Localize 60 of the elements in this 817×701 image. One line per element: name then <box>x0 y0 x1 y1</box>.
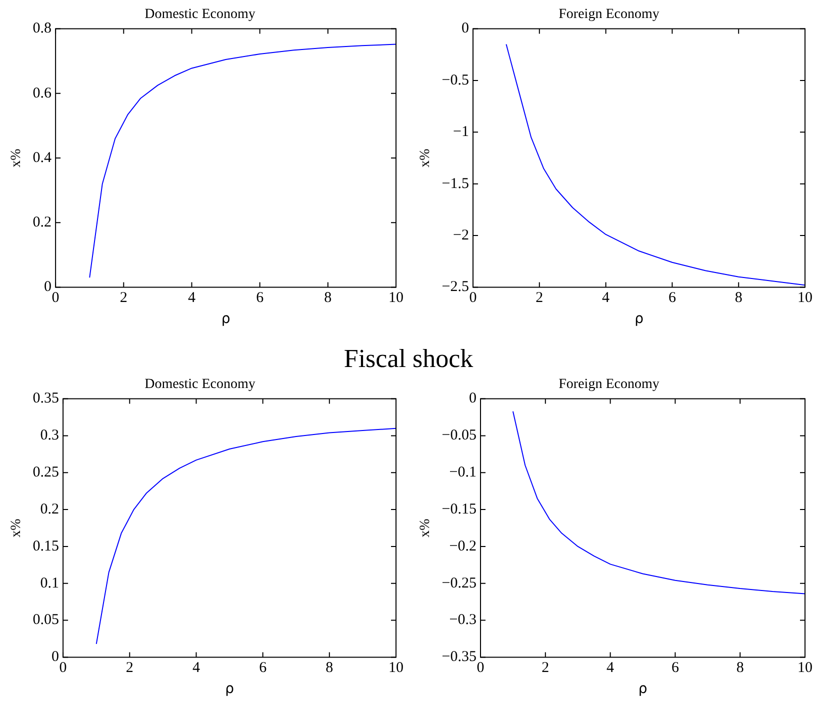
chart-title: Foreign Economy <box>558 377 660 392</box>
y-axis-title: x% <box>418 518 434 538</box>
y-tick-label: −1.5 <box>442 176 470 192</box>
x-tick-label: 10 <box>388 660 404 676</box>
x-tick-label: 6 <box>259 660 268 676</box>
y-tick-label: 0.2 <box>32 214 52 231</box>
y-axis-title: x% <box>418 148 434 168</box>
y-tick-label: 0.3 <box>40 428 60 444</box>
y-tick-label: −0.5 <box>442 72 470 88</box>
x-tick-label: 8 <box>324 290 332 306</box>
chart-title: Domestic Economy <box>144 377 256 392</box>
y-tick-label: 0.25 <box>32 464 60 481</box>
y-tick-label: 0.6 <box>32 85 52 102</box>
x-tick-label: 10 <box>798 660 812 676</box>
x-tick-label: 6 <box>671 660 680 676</box>
y-tick-label: 0.8 <box>32 20 52 37</box>
y-tick-label: 0 <box>469 390 477 407</box>
y-tick-label: 0.35 <box>32 390 60 407</box>
y-tick-label: −2 <box>453 227 470 244</box>
y-tick-label: 0.15 <box>32 538 60 554</box>
y-tick-label: −1 <box>453 124 470 140</box>
text: Fiscal shock <box>342 344 474 374</box>
chart-title: Domestic Economy <box>144 7 256 22</box>
x-tick-label: 8 <box>734 290 742 306</box>
x-tick-label: 4 <box>188 290 196 306</box>
x-tick-label: 4 <box>192 660 200 676</box>
x-axis-title: ρ <box>634 311 644 328</box>
y-tick-label: 0.1 <box>40 575 60 592</box>
y-axis-title: x% <box>9 518 24 538</box>
x-tick-label: 6 <box>256 290 264 306</box>
y-tick-label: 0 <box>44 279 52 296</box>
x-axis-title: ρ <box>221 311 230 328</box>
x-axis-title: ρ <box>225 681 234 698</box>
x-tick-label: 2 <box>536 290 544 306</box>
x-tick-label: 10 <box>388 290 404 306</box>
y-tick-label: 0 <box>52 649 60 666</box>
y-tick-label: 0.2 <box>40 501 60 518</box>
y-tick-label: 0.4 <box>32 150 52 166</box>
y-tick-label: −2.5 <box>442 279 470 296</box>
x-tick-label: 8 <box>326 660 334 676</box>
y-tick-label: 0 <box>462 20 470 37</box>
y-tick-label: 0.05 <box>32 612 60 628</box>
x-tick-label: 6 <box>668 290 676 306</box>
x-tick-label: 2 <box>542 660 550 676</box>
x-tick-label: 4 <box>602 290 610 306</box>
x-tick-label: 10 <box>798 290 812 306</box>
x-tick-label: 2 <box>120 290 128 306</box>
x-tick-label: 4 <box>606 660 615 676</box>
y-tick-label: −0.2 <box>449 538 477 554</box>
chart-title: Foreign Economy <box>558 7 660 22</box>
y-tick-label: −0.1 <box>449 464 477 481</box>
y-axis-title: x% <box>9 148 24 168</box>
y-tick-label: −0.05 <box>442 428 477 444</box>
x-axis-title: ρ <box>638 681 648 698</box>
x-tick-label: 8 <box>736 660 744 676</box>
y-tick-label: −0.35 <box>442 649 477 666</box>
y-tick-label: −0.15 <box>442 501 477 518</box>
x-tick-label: 2 <box>126 660 134 676</box>
y-tick-label: −0.3 <box>449 612 477 628</box>
y-tick-label: −0.25 <box>442 575 477 592</box>
